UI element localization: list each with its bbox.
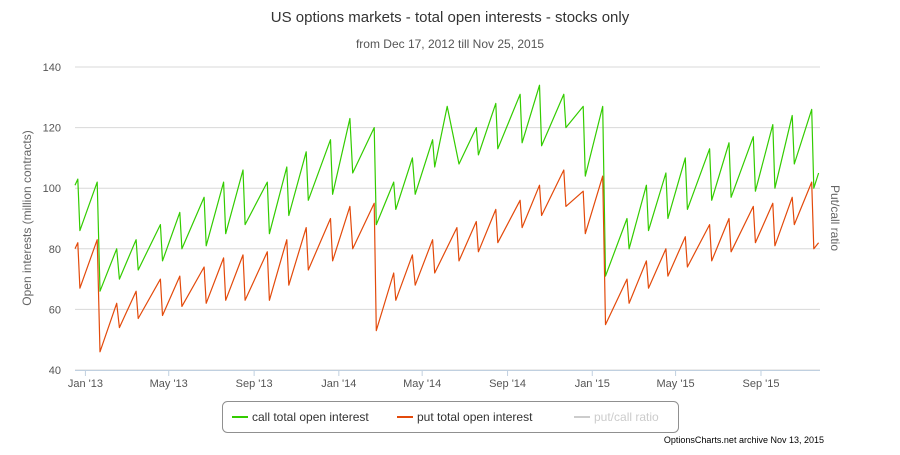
legend-item-label[interactable]: call total open interest bbox=[252, 410, 369, 424]
y-tick-label: 120 bbox=[43, 123, 61, 135]
x-tick-label: May '15 bbox=[656, 378, 694, 390]
x-tick-label: Sep '14 bbox=[489, 378, 526, 390]
legend-box bbox=[222, 401, 679, 433]
y-axis: 40 60 80 100 120 140 bbox=[43, 62, 61, 377]
legend-item-label[interactable]: put total open interest bbox=[417, 410, 533, 424]
y-tick-label: 140 bbox=[43, 62, 61, 74]
x-tick-label: May '14 bbox=[403, 378, 441, 390]
x-tick-label: Jan '14 bbox=[321, 378, 356, 390]
grid-layer bbox=[75, 66, 820, 371]
x-tick-label: Jan '13 bbox=[68, 378, 103, 390]
series-layer bbox=[74, 84, 820, 353]
credit-text: OptionsCharts.net archive Nov 13, 2015 bbox=[664, 435, 824, 445]
x-tick-label: Jan '15 bbox=[575, 378, 610, 390]
y-tick-label: 100 bbox=[43, 183, 61, 195]
y-tick-label: 40 bbox=[49, 365, 61, 377]
x-tick-label: Sep '13 bbox=[236, 378, 273, 390]
y-tick-label: 80 bbox=[49, 244, 61, 256]
chart-title: US options markets - total open interest… bbox=[271, 9, 630, 26]
x-tick-label: Sep '15 bbox=[742, 378, 779, 390]
legend: call total open interest put total open i… bbox=[222, 401, 679, 433]
y-axis-title: Open interests (million contracts) bbox=[20, 130, 34, 305]
series-line-0 bbox=[74, 84, 820, 292]
chart-subtitle: from Dec 17, 2012 till Nov 25, 2015 bbox=[356, 37, 544, 51]
y-tick-label: 60 bbox=[49, 304, 61, 316]
y2-axis-title: Put/call ratio bbox=[828, 185, 842, 251]
series-line-1 bbox=[74, 169, 820, 353]
x-tick-label: May '13 bbox=[150, 378, 188, 390]
legend-item-label[interactable]: put/call ratio bbox=[594, 410, 659, 424]
x-axis: Jan '13 May '13 Sep '13 Jan '14 May '14 Sep '… bbox=[68, 370, 820, 390]
